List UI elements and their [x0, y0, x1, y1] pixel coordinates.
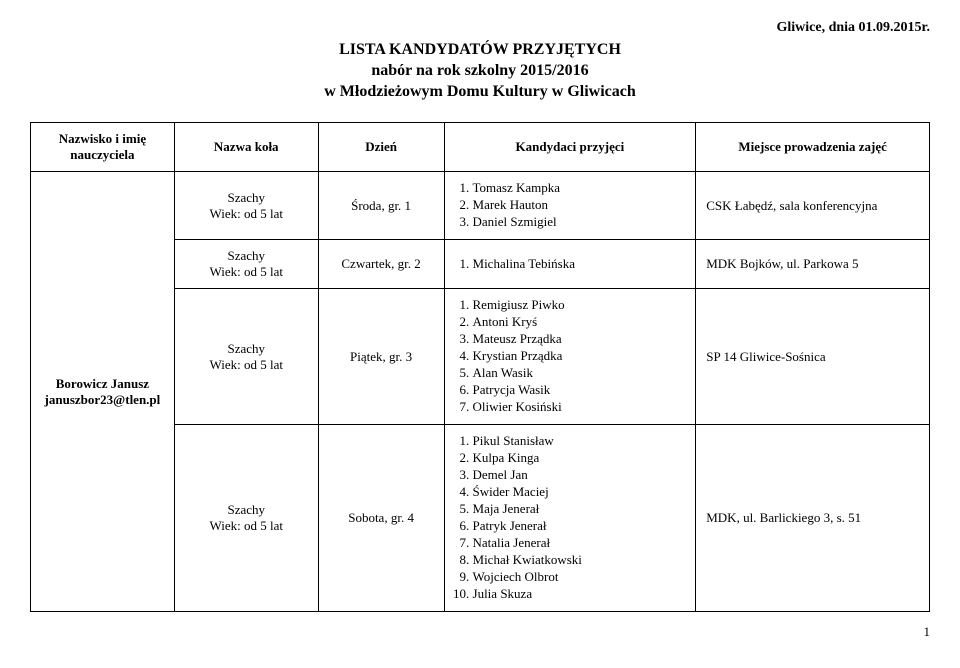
- candidate-item: Alan Wasik: [473, 365, 686, 382]
- location-cell: SP 14 Gliwice-Sośnica: [696, 289, 930, 425]
- location-cell: MDK Bojków, ul. Parkowa 5: [696, 240, 930, 289]
- title-block: LISTA KANDYDATÓW PRZYJĘTYCH nabór na rok…: [30, 40, 930, 102]
- candidate-item: Krystian Prządka: [473, 348, 686, 365]
- day-cell: Piątek, gr. 3: [318, 289, 444, 425]
- day-cell: Czwartek, gr. 2: [318, 240, 444, 289]
- candidate-item: Patryk Jenerał: [473, 518, 686, 535]
- candidate-item: Kulpa Kinga: [473, 450, 686, 467]
- date-location: Gliwice, dnia 01.09.2015r.: [30, 20, 930, 36]
- candidates-table: Nazwisko i imię nauczyciela Nazwa koła D…: [30, 122, 930, 612]
- candidate-item: Michalina Tebińska: [473, 256, 686, 273]
- candidates-list: Remigiusz PiwkoAntoni KryśMateusz Prządk…: [455, 297, 686, 416]
- title-line-2: nabór na rok szkolny 2015/2016: [30, 61, 930, 82]
- candidates-cell: Remigiusz PiwkoAntoni KryśMateusz Prządk…: [444, 289, 696, 425]
- group-age: Wiek: od 5 lat: [185, 206, 308, 222]
- candidate-item: Świder Maciej: [473, 484, 686, 501]
- candidates-cell: Pikul StanisławKulpa KingaDemel JanŚwide…: [444, 425, 696, 612]
- group-name: Szachy: [185, 190, 308, 206]
- teacher-email: januszbor23@tlen.pl: [41, 392, 164, 408]
- candidate-item: Wojciech Olbrot: [473, 569, 686, 586]
- day-cell: Sobota, gr. 4: [318, 425, 444, 612]
- table-row: Borowicz Januszjanuszbor23@tlen.plSzachy…: [31, 172, 930, 240]
- candidate-item: Tomasz Kampka: [473, 180, 686, 197]
- candidate-item: Remigiusz Piwko: [473, 297, 686, 314]
- candidate-item: Demel Jan: [473, 467, 686, 484]
- candidates-list: Michalina Tebińska: [455, 256, 686, 273]
- title-line-1: LISTA KANDYDATÓW PRZYJĘTYCH: [30, 40, 930, 61]
- candidate-item: Natalia Jenerał: [473, 535, 686, 552]
- candidate-item: Oliwier Kosiński: [473, 399, 686, 416]
- candidate-item: Julia Skuza: [473, 586, 686, 603]
- col-teacher: Nazwisko i imię nauczyciela: [31, 123, 175, 172]
- col-location: Miejsce prowadzenia zajęć: [696, 123, 930, 172]
- candidates-list: Pikul StanisławKulpa KingaDemel JanŚwide…: [455, 433, 686, 603]
- col-day: Dzień: [318, 123, 444, 172]
- candidates-cell: Michalina Tebińska: [444, 240, 696, 289]
- group-cell: SzachyWiek: od 5 lat: [174, 289, 318, 425]
- candidate-item: Antoni Kryś: [473, 314, 686, 331]
- group-name: Szachy: [185, 502, 308, 518]
- candidate-item: Patrycja Wasik: [473, 382, 686, 399]
- table-header-row: Nazwisko i imię nauczyciela Nazwa koła D…: [31, 123, 930, 172]
- candidate-item: Marek Hauton: [473, 197, 686, 214]
- group-name: Szachy: [185, 341, 308, 357]
- teacher-name: Borowicz Janusz: [41, 376, 164, 392]
- candidate-item: Mateusz Prządka: [473, 331, 686, 348]
- group-cell: SzachyWiek: od 5 lat: [174, 172, 318, 240]
- group-name: Szachy: [185, 248, 308, 264]
- col-candidates: Kandydaci przyjęci: [444, 123, 696, 172]
- group-age: Wiek: od 5 lat: [185, 518, 308, 534]
- day-cell: Środa, gr. 1: [318, 172, 444, 240]
- location-cell: CSK Łabędź, sala konferencyjna: [696, 172, 930, 240]
- location-cell: MDK, ul. Barlickiego 3, s. 51: [696, 425, 930, 612]
- title-line-3: w Młodzieżowym Domu Kultury w Gliwicach: [30, 82, 930, 103]
- group-age: Wiek: od 5 lat: [185, 357, 308, 373]
- page-number: 1: [30, 624, 930, 640]
- group-cell: SzachyWiek: od 5 lat: [174, 240, 318, 289]
- group-age: Wiek: od 5 lat: [185, 264, 308, 280]
- candidate-item: Maja Jenerał: [473, 501, 686, 518]
- candidates-cell: Tomasz KampkaMarek HautonDaniel Szmigiel: [444, 172, 696, 240]
- candidate-item: Michał Kwiatkowski: [473, 552, 686, 569]
- group-cell: SzachyWiek: od 5 lat: [174, 425, 318, 612]
- candidate-item: Daniel Szmigiel: [473, 214, 686, 231]
- teacher-cell: Borowicz Januszjanuszbor23@tlen.pl: [31, 172, 175, 612]
- col-group: Nazwa koła: [174, 123, 318, 172]
- candidates-list: Tomasz KampkaMarek HautonDaniel Szmigiel: [455, 180, 686, 231]
- candidate-item: Pikul Stanisław: [473, 433, 686, 450]
